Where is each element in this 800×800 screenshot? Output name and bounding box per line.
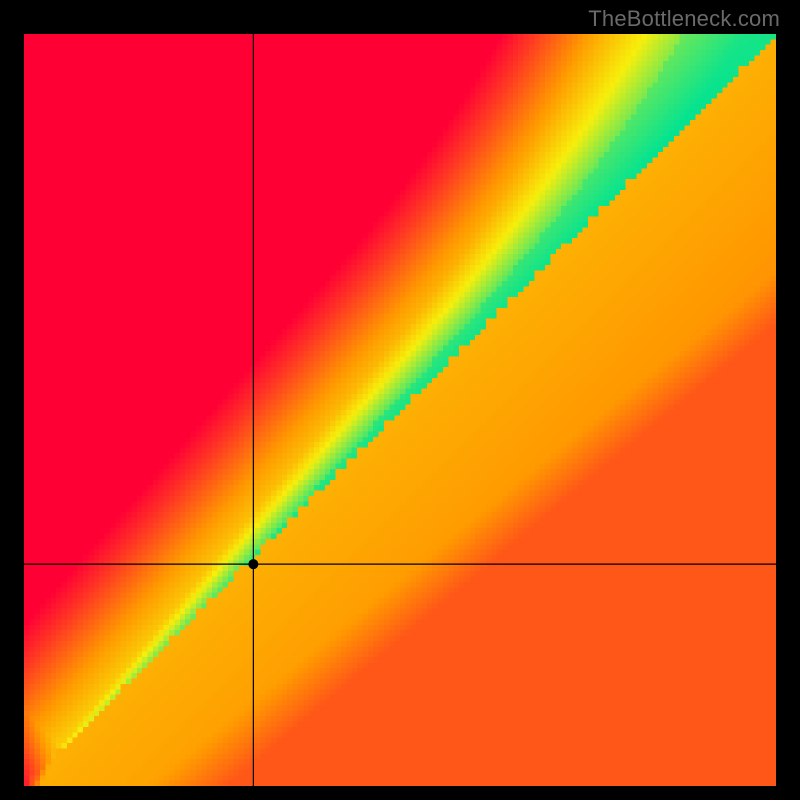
chart-container: TheBottleneck.com [0,0,800,800]
bottleneck-heatmap [24,34,776,786]
watermark-text: TheBottleneck.com [588,6,780,32]
